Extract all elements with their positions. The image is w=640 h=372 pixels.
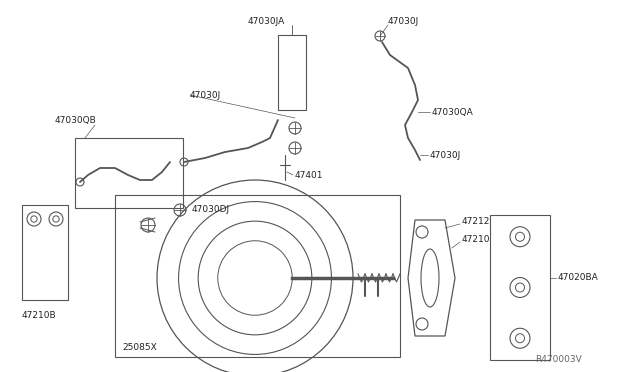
Text: 47210: 47210 (462, 235, 490, 244)
Text: 47030J: 47030J (190, 90, 221, 99)
Text: 47030J: 47030J (388, 17, 419, 26)
Bar (490, 215, 550, 360)
Text: 47020BA: 47020BA (558, 273, 599, 282)
Text: 47030J: 47030J (430, 151, 461, 160)
Text: 25085X: 25085X (122, 343, 157, 353)
Bar (115, 195, 400, 357)
Text: 47030DJ: 47030DJ (192, 205, 230, 215)
Text: 47030QB: 47030QB (55, 115, 97, 125)
Bar (75, 138, 183, 208)
Bar (22, 205, 68, 300)
Text: 47030JA: 47030JA (248, 17, 285, 26)
Bar (278, 35, 306, 110)
Text: R470003V: R470003V (535, 356, 582, 365)
Text: 47212: 47212 (462, 218, 490, 227)
Text: 47401: 47401 (295, 170, 323, 180)
Text: 47030QA: 47030QA (432, 108, 474, 116)
Text: 47210B: 47210B (22, 311, 56, 320)
